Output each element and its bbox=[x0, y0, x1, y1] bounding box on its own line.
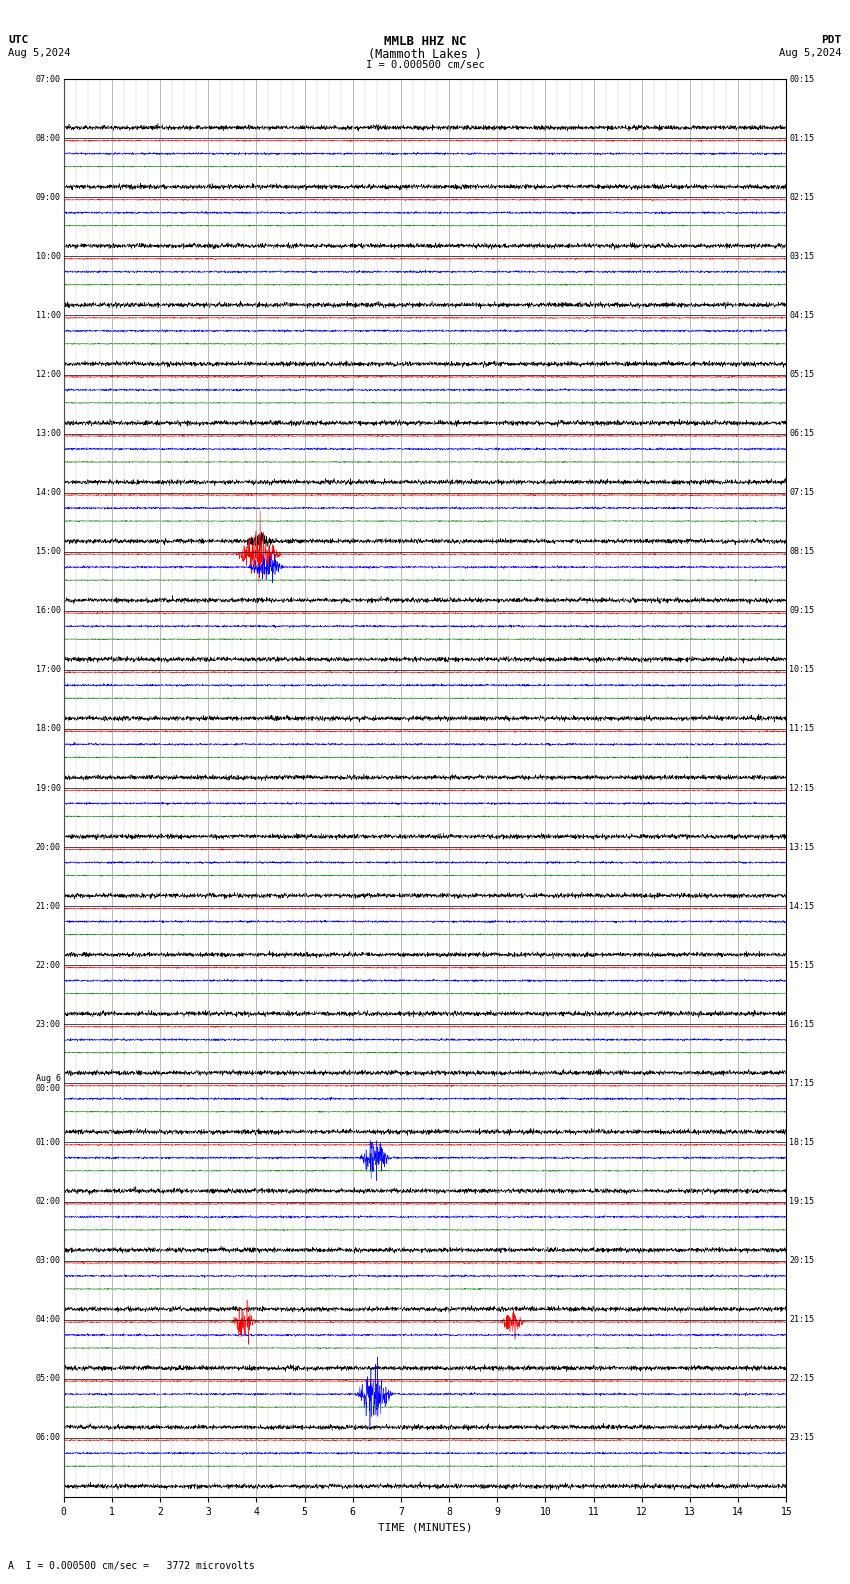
Text: 07:00: 07:00 bbox=[36, 74, 61, 84]
Text: 04:15: 04:15 bbox=[789, 310, 814, 320]
Text: 04:00: 04:00 bbox=[36, 1315, 61, 1324]
Text: 16:15: 16:15 bbox=[789, 1020, 814, 1030]
Text: 23:00: 23:00 bbox=[36, 1020, 61, 1030]
Text: 17:00: 17:00 bbox=[36, 665, 61, 675]
Text: 23:15: 23:15 bbox=[789, 1434, 814, 1443]
Text: 20:15: 20:15 bbox=[789, 1256, 814, 1266]
Text: 05:15: 05:15 bbox=[789, 371, 814, 379]
Text: 02:00: 02:00 bbox=[36, 1198, 61, 1205]
Text: 22:15: 22:15 bbox=[789, 1375, 814, 1383]
Text: 10:00: 10:00 bbox=[36, 252, 61, 261]
Text: 11:15: 11:15 bbox=[789, 724, 814, 733]
Text: 02:15: 02:15 bbox=[789, 193, 814, 201]
Text: 01:00: 01:00 bbox=[36, 1137, 61, 1147]
Text: 14:15: 14:15 bbox=[789, 901, 814, 911]
Text: 16:00: 16:00 bbox=[36, 607, 61, 615]
Text: I = 0.000500 cm/sec: I = 0.000500 cm/sec bbox=[366, 60, 484, 70]
Text: 06:00: 06:00 bbox=[36, 1434, 61, 1443]
Text: MMLB HHZ NC: MMLB HHZ NC bbox=[383, 35, 467, 48]
Text: 13:00: 13:00 bbox=[36, 429, 61, 439]
Text: 18:00: 18:00 bbox=[36, 724, 61, 733]
X-axis label: TIME (MINUTES): TIME (MINUTES) bbox=[377, 1522, 473, 1532]
Text: 19:15: 19:15 bbox=[789, 1198, 814, 1205]
Text: Aug 5,2024: Aug 5,2024 bbox=[779, 48, 842, 57]
Text: 18:15: 18:15 bbox=[789, 1137, 814, 1147]
Text: 21:00: 21:00 bbox=[36, 901, 61, 911]
Text: 12:15: 12:15 bbox=[789, 784, 814, 792]
Text: 08:15: 08:15 bbox=[789, 546, 814, 556]
Text: PDT: PDT bbox=[821, 35, 842, 44]
Text: 13:15: 13:15 bbox=[789, 843, 814, 852]
Text: 14:00: 14:00 bbox=[36, 488, 61, 497]
Text: 08:00: 08:00 bbox=[36, 133, 61, 143]
Text: 05:00: 05:00 bbox=[36, 1375, 61, 1383]
Text: 12:00: 12:00 bbox=[36, 371, 61, 379]
Text: 17:15: 17:15 bbox=[789, 1079, 814, 1088]
Text: 15:15: 15:15 bbox=[789, 961, 814, 969]
Text: 09:15: 09:15 bbox=[789, 607, 814, 615]
Text: 15:00: 15:00 bbox=[36, 546, 61, 556]
Text: 00:15: 00:15 bbox=[789, 74, 814, 84]
Text: 22:00: 22:00 bbox=[36, 961, 61, 969]
Text: 03:00: 03:00 bbox=[36, 1256, 61, 1266]
Text: 03:15: 03:15 bbox=[789, 252, 814, 261]
Text: (Mammoth Lakes ): (Mammoth Lakes ) bbox=[368, 48, 482, 60]
Text: 11:00: 11:00 bbox=[36, 310, 61, 320]
Text: 21:15: 21:15 bbox=[789, 1315, 814, 1324]
Text: 20:00: 20:00 bbox=[36, 843, 61, 852]
Text: 10:15: 10:15 bbox=[789, 665, 814, 675]
Text: A  I = 0.000500 cm/sec =   3772 microvolts: A I = 0.000500 cm/sec = 3772 microvolts bbox=[8, 1562, 255, 1571]
Text: 01:15: 01:15 bbox=[789, 133, 814, 143]
Text: 19:00: 19:00 bbox=[36, 784, 61, 792]
Text: 09:00: 09:00 bbox=[36, 193, 61, 201]
Text: 06:15: 06:15 bbox=[789, 429, 814, 439]
Text: Aug 6
00:00: Aug 6 00:00 bbox=[36, 1074, 61, 1093]
Text: 07:15: 07:15 bbox=[789, 488, 814, 497]
Text: Aug 5,2024: Aug 5,2024 bbox=[8, 48, 71, 57]
Text: UTC: UTC bbox=[8, 35, 29, 44]
